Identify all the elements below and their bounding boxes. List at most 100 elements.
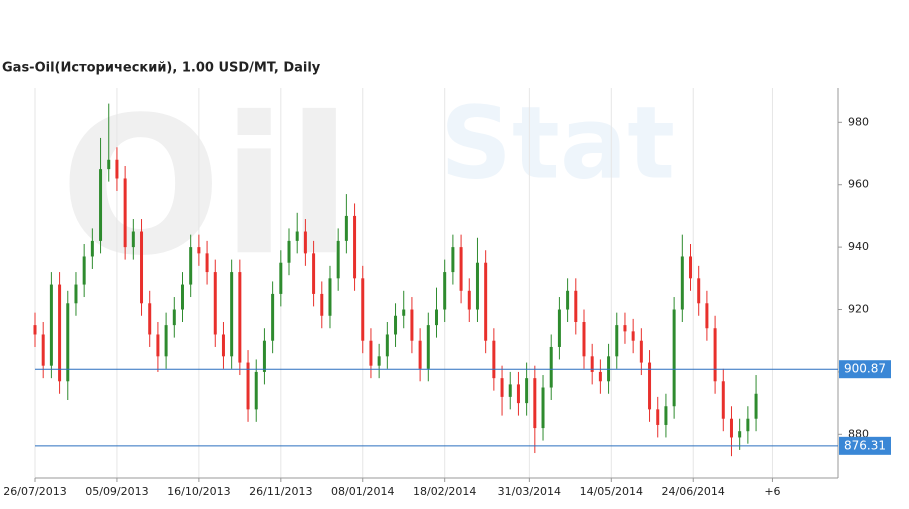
candle	[369, 328, 373, 379]
candle-body	[385, 334, 389, 357]
x-tick-label: +6	[764, 485, 780, 498]
candle-body	[746, 418, 750, 432]
candle	[541, 375, 545, 441]
candle-body	[66, 303, 70, 382]
x-tick-label: 14/05/2014	[580, 485, 643, 498]
candle-body	[484, 262, 488, 341]
candle-body	[689, 256, 693, 279]
candle	[189, 234, 193, 298]
candle-body	[197, 247, 201, 254]
candle-body	[648, 362, 652, 410]
candle	[590, 343, 594, 385]
candle	[115, 147, 119, 191]
candle	[566, 278, 570, 322]
candle-body	[156, 334, 160, 357]
candle-body	[213, 272, 217, 335]
candle-body	[656, 409, 660, 425]
candle	[287, 228, 291, 276]
candle	[557, 297, 561, 360]
candle	[631, 318, 635, 354]
candle	[66, 290, 70, 400]
candle	[729, 406, 733, 457]
candle	[410, 297, 414, 354]
candle-body	[164, 325, 168, 357]
candle-body	[131, 231, 135, 248]
candle-body	[525, 378, 529, 404]
candle-body	[254, 371, 258, 410]
candle-body	[221, 334, 225, 357]
candle	[205, 240, 209, 285]
candle	[443, 259, 447, 322]
candle	[492, 328, 496, 391]
candle-body	[336, 240, 340, 279]
candle-body	[369, 340, 373, 366]
candle-body	[90, 240, 94, 257]
candle-body	[557, 309, 561, 347]
candle-body	[246, 362, 250, 410]
candle	[639, 328, 643, 376]
candle	[131, 219, 135, 260]
x-tick-label: 18/02/2014	[413, 485, 476, 498]
candle-body	[508, 384, 512, 397]
candle	[623, 312, 627, 344]
candle	[484, 250, 488, 354]
candle-body	[492, 340, 496, 379]
candle-body	[312, 253, 316, 294]
candle-body	[705, 303, 709, 329]
candle	[582, 309, 586, 369]
candle	[221, 322, 225, 369]
candle-body	[615, 325, 619, 357]
candle	[148, 290, 152, 347]
candle	[549, 334, 553, 400]
candle-body	[271, 293, 275, 341]
candle	[213, 259, 217, 347]
candle-body	[721, 381, 725, 419]
price-label: 900.87	[844, 362, 886, 376]
candle-body	[180, 284, 184, 310]
candle	[418, 328, 422, 382]
candle	[230, 259, 234, 369]
candle	[320, 281, 324, 329]
candle	[180, 272, 184, 322]
candle	[295, 212, 299, 254]
candle	[689, 244, 693, 291]
candle	[459, 234, 463, 304]
x-tick-label: 16/10/2013	[167, 485, 230, 498]
candle-body	[295, 231, 299, 241]
candle	[82, 244, 86, 298]
candle	[74, 272, 78, 316]
candle-body	[533, 378, 537, 429]
price-label: 876.31	[844, 438, 886, 452]
candle-body	[443, 272, 447, 310]
candle-body	[541, 387, 545, 429]
candle	[254, 359, 258, 422]
candle	[525, 362, 529, 416]
candle	[533, 365, 537, 454]
candle-body	[238, 272, 242, 363]
candle-body	[320, 293, 324, 316]
candle	[140, 219, 144, 316]
candle-body	[123, 178, 127, 248]
y-tick-label: 960	[848, 178, 869, 191]
candle-body	[58, 284, 62, 382]
candle-body	[467, 290, 471, 310]
candle	[467, 278, 471, 322]
candle-body	[303, 231, 307, 254]
candle	[385, 322, 389, 369]
candle-body	[115, 159, 119, 179]
candle	[705, 290, 709, 341]
candle-body	[287, 240, 291, 263]
candle	[361, 265, 365, 354]
candle-body	[697, 278, 701, 304]
candle-body	[475, 262, 479, 310]
candle-body	[459, 247, 463, 291]
candle-body	[99, 169, 103, 241]
candle	[164, 312, 168, 369]
candle	[516, 371, 520, 416]
candle	[500, 365, 504, 416]
watermark: Stat	[440, 84, 675, 201]
candle-body	[631, 331, 635, 341]
candle	[99, 137, 103, 254]
candle	[435, 287, 438, 338]
candle	[353, 203, 357, 291]
